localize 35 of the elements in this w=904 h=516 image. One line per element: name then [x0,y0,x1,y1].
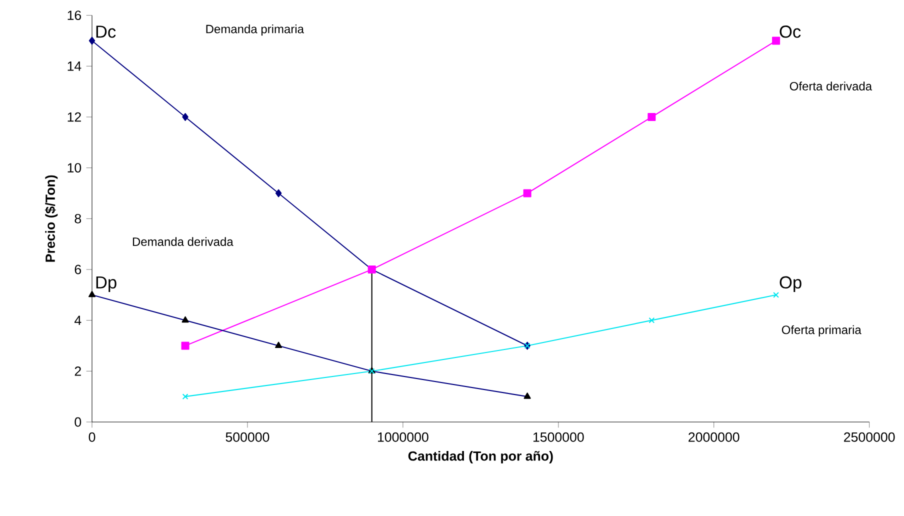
x-tick-label: 2500000 [844,432,895,442]
annotation: Demanda primaria [206,24,304,36]
y-tick-label: 10 [68,163,82,173]
x-tick-label: 1000000 [378,432,428,442]
point [181,342,190,350]
y-tick-label: 16 [68,10,82,20]
point [772,36,780,45]
point [182,112,188,121]
series-label: Oc [780,26,801,38]
point [773,292,780,298]
point [523,189,532,198]
annotation: Oferta primaria [782,325,862,336]
y-tick-label: 14 [68,62,82,71]
y-tick-label: 8 [74,214,82,224]
annotation: Oferta derivada [790,82,872,90]
point [648,112,656,121]
point [648,317,655,324]
y-tick-label: 4 [74,316,82,325]
y-tick-label: 12 [68,112,81,122]
y-tick-label: 0 [74,417,82,427]
x-tick-label: 0 [88,432,96,442]
x-tick-label: 500000 [226,432,270,442]
point [275,189,282,198]
series-label: Dp [96,276,116,292]
y-tick-label: 2 [74,366,81,376]
point [88,36,96,45]
y-axis-title: Precio ($/Ton) [44,175,58,262]
series-label: Op [780,276,802,292]
y-tick-label: 6 [74,264,82,274]
x-tick-label: 1500000 [533,432,584,442]
annotation: Demanda derivada [132,237,234,246]
series-label: Dc [96,26,116,38]
x-axis-title: Cantidad (Ton por año) [408,450,553,464]
point [182,394,188,400]
x-tick-label: 2000000 [688,432,740,442]
